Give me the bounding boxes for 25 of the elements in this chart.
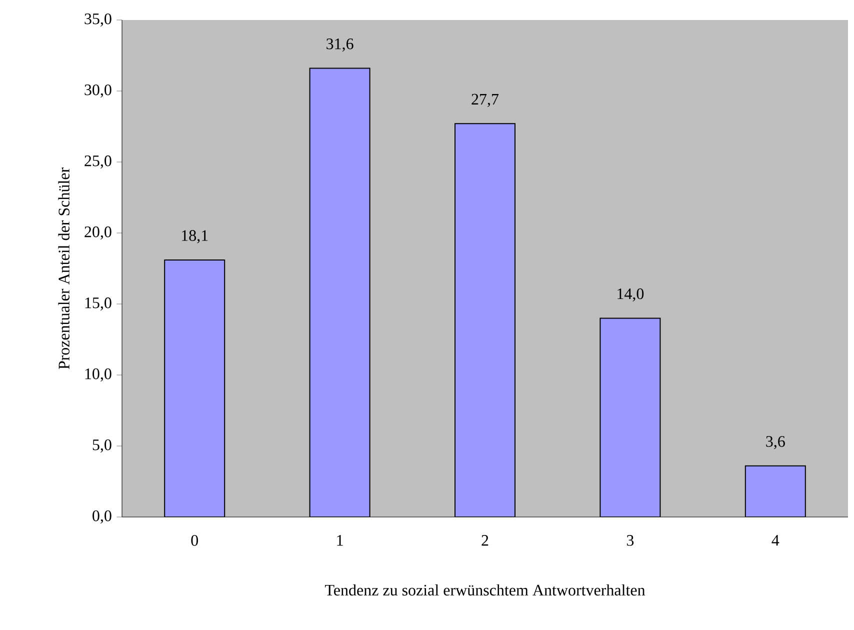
x-tick-label: 2 <box>482 535 488 546</box>
y-tick-label: 0,0 <box>92 510 112 524</box>
y-tick-label: 35,0 <box>84 13 112 27</box>
x-tick-label: 4 <box>772 535 780 546</box>
y-tick-label: 5,0 <box>92 439 112 453</box>
x-axis-title: Tendenz zu sozial erwünschtem Antwortverhalten <box>325 584 646 596</box>
x-tick-label: 3 <box>626 535 634 546</box>
data-label: 27,7 <box>472 94 499 107</box>
data-label: 31,6 <box>326 38 354 52</box>
y-tick-label: 20,0 <box>84 226 112 240</box>
data-label: 3,6 <box>766 436 785 450</box>
y-axis-title: Prozentualer Anteil der Schüler <box>58 168 70 370</box>
x-tick-label: 1 <box>337 535 343 546</box>
bar <box>454 123 516 517</box>
data-label: 18,1 <box>182 230 208 244</box>
x-tick-label: 0 <box>191 535 198 546</box>
bar <box>309 68 370 517</box>
bar <box>744 465 806 517</box>
y-tick-label: 15,0 <box>85 297 112 311</box>
data-label: 14,0 <box>618 288 644 302</box>
bar <box>164 259 226 517</box>
y-tick-label: 30,0 <box>84 84 112 98</box>
y-tick-label: 25,0 <box>84 155 112 169</box>
bar <box>600 318 661 517</box>
y-tick-label: 10,0 <box>85 368 112 382</box>
